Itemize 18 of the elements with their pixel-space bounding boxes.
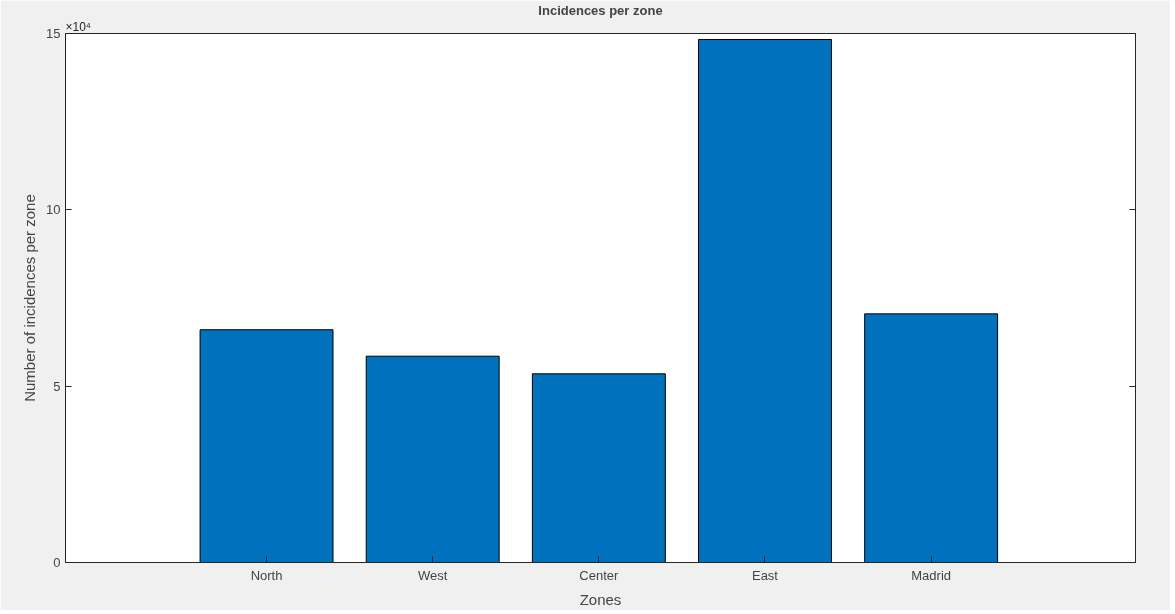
x-tick-label: Center bbox=[579, 567, 620, 583]
chart-title: Incidences per zone bbox=[538, 2, 663, 18]
x-tick-label: Madrid bbox=[911, 567, 952, 583]
y-tick-label: 0 bbox=[53, 555, 61, 570]
y-tick-label: 10 bbox=[46, 202, 61, 218]
x-axis-title: Zones bbox=[579, 590, 622, 608]
y-axis-title: Number of incidences per zone bbox=[21, 194, 39, 402]
bar bbox=[199, 329, 334, 563]
bar bbox=[864, 313, 999, 563]
bar bbox=[698, 39, 832, 563]
bar bbox=[531, 373, 666, 563]
y-tick-label: 5 bbox=[53, 378, 61, 394]
x-tick-label: West bbox=[418, 567, 448, 583]
annotation: ×10⁴ bbox=[65, 19, 92, 34]
x-tick-label: North bbox=[250, 567, 283, 583]
y-tick-label: 15 bbox=[46, 26, 61, 41]
bar bbox=[365, 355, 500, 563]
x-tick-label: East bbox=[751, 567, 779, 583]
